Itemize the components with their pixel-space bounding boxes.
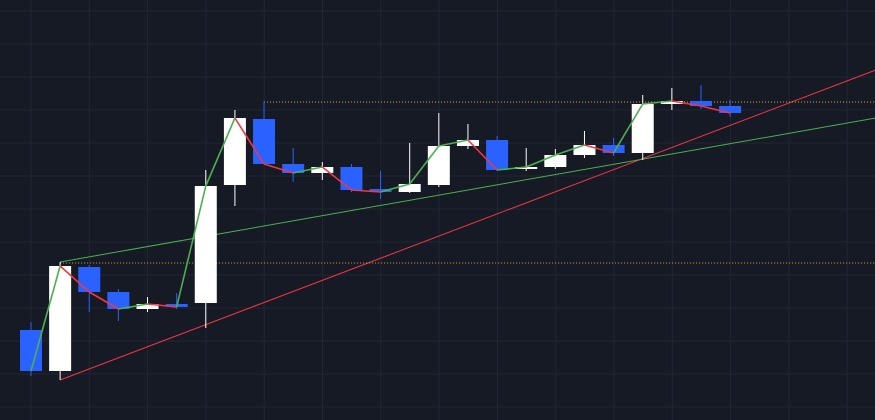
close-line xyxy=(525,154,556,168)
close-line xyxy=(438,139,469,147)
close-line xyxy=(175,185,207,308)
candle-body xyxy=(369,189,392,192)
close-line xyxy=(118,303,148,310)
close-line xyxy=(234,117,265,165)
candle-body xyxy=(282,164,305,173)
candle-body xyxy=(544,155,567,167)
candle-body xyxy=(253,119,276,164)
candle-body xyxy=(49,266,72,371)
close-line xyxy=(409,145,440,185)
candle-body xyxy=(631,104,654,153)
candle-body xyxy=(223,118,246,185)
candle-body xyxy=(486,140,509,170)
close-line xyxy=(671,100,702,107)
close-line xyxy=(321,166,352,191)
close-line xyxy=(584,144,614,154)
candle-body xyxy=(573,145,596,155)
close-line xyxy=(642,100,672,105)
candle-body xyxy=(194,186,217,303)
candle-body xyxy=(689,101,712,106)
close-line xyxy=(700,105,731,114)
drawing-line xyxy=(59,69,875,381)
candle-body xyxy=(20,330,42,371)
close-line xyxy=(467,139,498,171)
close-line xyxy=(612,103,644,154)
candle-body xyxy=(107,292,130,309)
candle-body xyxy=(136,304,159,309)
close-line xyxy=(555,144,585,156)
close-line xyxy=(88,291,119,310)
candle-body xyxy=(398,184,421,192)
close-line xyxy=(147,303,177,308)
close-line xyxy=(30,265,61,372)
close-line xyxy=(380,183,410,193)
candle-body xyxy=(515,167,538,169)
close-line xyxy=(263,163,294,174)
close-line xyxy=(59,265,90,293)
candle-body xyxy=(602,145,625,153)
candle-body xyxy=(427,146,450,185)
candle-body xyxy=(456,140,479,146)
close-line xyxy=(496,166,527,171)
candle-body xyxy=(660,101,683,104)
close-line xyxy=(205,117,236,187)
candle-body xyxy=(719,106,742,113)
close-line xyxy=(351,189,381,193)
candle-body xyxy=(78,267,101,292)
close-line xyxy=(293,166,323,174)
candle-body xyxy=(311,167,334,173)
candle-body xyxy=(340,167,363,190)
